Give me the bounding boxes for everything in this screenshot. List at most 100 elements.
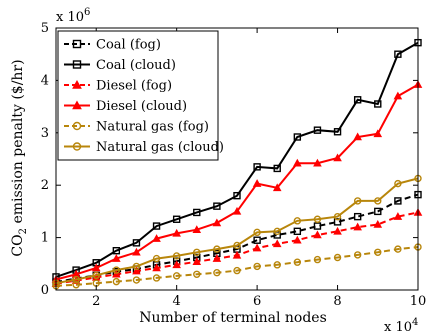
data-point-circle xyxy=(394,179,402,188)
data-point-triangle xyxy=(393,212,403,220)
x-tick-label: 4 xyxy=(173,294,181,309)
data-point-square xyxy=(333,128,342,136)
x-tick-label: 8 xyxy=(333,294,341,309)
data-point-triangle xyxy=(132,247,141,256)
y-tick-label: 4 xyxy=(41,73,49,88)
y-tick-label: 5 xyxy=(41,21,49,36)
data-point-circle xyxy=(333,212,342,221)
data-point-circle xyxy=(233,241,241,250)
data-point-triangle xyxy=(353,132,362,141)
data-point-circle xyxy=(193,270,201,278)
data-point-triangle xyxy=(132,266,141,275)
svg-text:x 106: x 106 xyxy=(56,7,90,25)
data-point-triangle xyxy=(232,250,242,259)
legend-label: Diesel (fog) xyxy=(96,79,172,94)
data-point-square xyxy=(394,197,402,205)
data-point-square xyxy=(313,222,322,230)
data-point-square xyxy=(333,218,342,226)
data-point-circle xyxy=(233,266,241,275)
data-point-triangle xyxy=(152,234,161,242)
data-point-triangle xyxy=(333,226,342,235)
x-multiplier-exp: 4 xyxy=(412,317,418,328)
data-point-triangle xyxy=(272,239,282,248)
data-point-square xyxy=(253,163,261,171)
legend-label: Coal (fog) xyxy=(96,38,161,53)
series-line xyxy=(55,177,419,285)
x-tick-label: 10 xyxy=(410,294,427,309)
data-point-triangle xyxy=(152,263,161,272)
data-point-circle xyxy=(152,254,161,263)
data-point-circle xyxy=(112,266,121,274)
legend-box xyxy=(57,30,219,161)
data-point-square xyxy=(353,96,362,104)
data-point-circle xyxy=(253,228,261,237)
legend-item: Natural gas (fog) xyxy=(64,120,209,135)
data-point-square xyxy=(213,202,221,210)
legend-label: Natural gas (cloud) xyxy=(96,140,224,155)
legend-item: Coal (cloud) xyxy=(64,58,176,73)
data-point-circle xyxy=(193,248,201,256)
y-tick-label: 0 xyxy=(41,283,49,298)
data-point-triangle xyxy=(353,222,362,231)
data-point-square xyxy=(394,50,402,58)
data-point-square xyxy=(313,126,322,134)
data-point-circle xyxy=(353,197,362,205)
data-point-triangle xyxy=(192,257,202,265)
data-point-circle xyxy=(293,217,302,225)
y-axis-label: CO2 emission penalty ($/hr) xyxy=(10,59,29,256)
data-point-circle xyxy=(72,142,82,151)
data-point-circle xyxy=(172,252,181,260)
data-point-circle xyxy=(353,251,362,259)
series-diesel-cloud xyxy=(51,80,423,283)
legend-label: Coal (cloud) xyxy=(96,58,176,73)
data-point-triangle xyxy=(172,228,181,237)
data-point-square xyxy=(172,215,181,223)
data-point-triangle xyxy=(212,254,222,262)
data-point-triangle xyxy=(91,263,101,272)
data-point-triangle xyxy=(293,235,302,244)
data-point-circle xyxy=(374,197,382,205)
data-point-square xyxy=(132,239,141,247)
series-coal-cloud xyxy=(52,38,422,281)
data-point-square xyxy=(293,227,302,236)
data-point-circle xyxy=(394,245,402,253)
x-tick-label: 6 xyxy=(253,294,261,309)
series-layer xyxy=(51,38,423,290)
data-point-triangle xyxy=(293,158,302,167)
series-diesel-fog xyxy=(51,207,423,287)
data-point-triangle xyxy=(373,129,383,138)
data-point-circle xyxy=(132,276,141,284)
data-point-circle xyxy=(333,253,342,262)
data-point-triangle xyxy=(192,225,202,233)
data-point-triangle xyxy=(272,183,282,192)
legend-label: Diesel (cloud) xyxy=(96,99,187,114)
y-axis-label-subscript: 2 xyxy=(18,228,29,234)
y-tick-label: 2 xyxy=(41,178,49,193)
series-natural-gas-cloud xyxy=(52,174,422,287)
series-natural-gas-fog xyxy=(52,243,422,290)
x-axis-multiplier: x 104 xyxy=(384,317,418,334)
data-point-square xyxy=(374,100,382,108)
data-point-circle xyxy=(374,248,382,256)
x-axis-label: Number of terminal nodes xyxy=(139,310,327,326)
legend-label: Natural gas (fog) xyxy=(96,120,209,135)
legend-item: Natural gas (cloud) xyxy=(64,140,224,155)
data-point-circle xyxy=(313,215,322,223)
data-point-square xyxy=(152,222,161,230)
data-point-square xyxy=(273,164,281,173)
data-point-circle xyxy=(112,277,121,286)
data-point-circle xyxy=(313,255,322,264)
x-multiplier-base: x 10 xyxy=(384,320,412,334)
series-line xyxy=(55,246,419,287)
data-point-square xyxy=(374,207,382,216)
data-point-triangle xyxy=(212,218,222,227)
data-point-triangle xyxy=(313,230,322,239)
legend-item: Diesel (fog) xyxy=(64,79,172,94)
data-point-triangle xyxy=(313,158,322,167)
data-point-circle xyxy=(213,245,221,253)
data-point-square xyxy=(72,39,82,49)
data-point-triangle xyxy=(72,100,82,110)
data-point-circle xyxy=(92,271,100,280)
series-line xyxy=(55,41,419,278)
